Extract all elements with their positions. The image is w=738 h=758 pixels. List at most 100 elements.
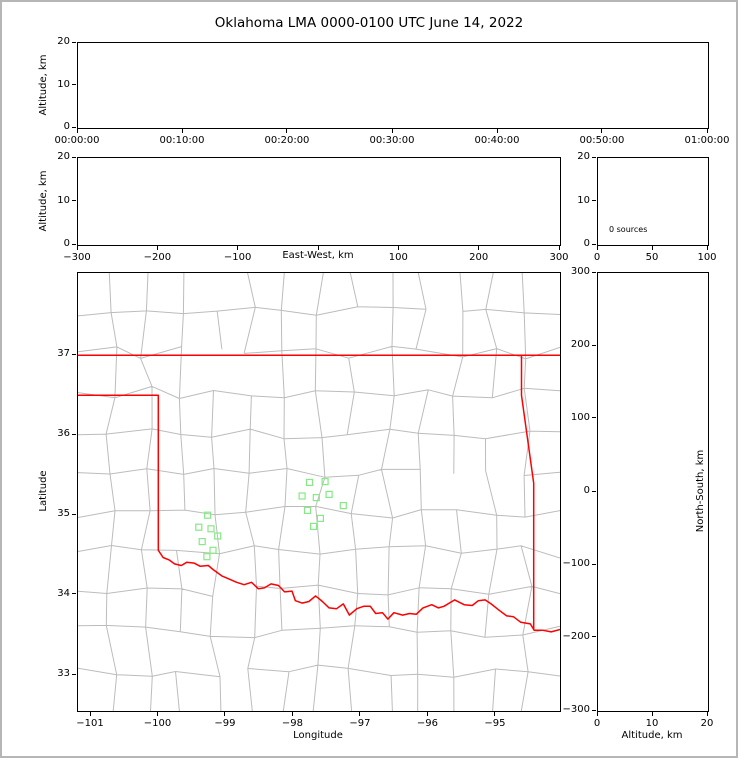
lma-station-marker (303, 506, 312, 514)
y-tick-label: 37 (57, 348, 70, 360)
x-tick-mark (496, 129, 498, 133)
lma-station-marker (214, 532, 222, 540)
lma-station-marker (339, 502, 347, 510)
map-ylabel: Latitude (38, 470, 49, 512)
y-tick-mark (592, 200, 596, 201)
x-tick-mark (706, 712, 708, 716)
y-tick-mark (592, 243, 596, 245)
y-tick-label: 34 (57, 587, 70, 599)
x-tick-mark (359, 712, 361, 716)
x-tick-mark (156, 246, 158, 250)
x-tick-mark (426, 712, 428, 716)
y-tick-mark (592, 271, 596, 273)
figure-title: Oklahoma LMA 0000-0100 UTC June 14, 2022 (214, 15, 524, 31)
y-tick-mark (72, 126, 76, 128)
y-tick-label: 300 (570, 266, 590, 277)
north-south-height-panel (597, 272, 709, 712)
x-tick-label: −97 (349, 718, 371, 729)
lma-station-marker (298, 492, 306, 500)
x-tick-mark (651, 712, 653, 716)
x-tick-label: 00:50:00 (579, 135, 625, 146)
lma-station-marker (203, 553, 211, 561)
y-tick-label: −200 (562, 630, 590, 642)
y-tick-label: 10 (577, 194, 590, 206)
x-tick-label: 100 (388, 252, 408, 263)
y-tick-mark (592, 636, 596, 638)
x-tick-label: 300 (549, 252, 569, 263)
lma-station-marker (195, 523, 203, 531)
east-west-height-panel (77, 157, 561, 246)
x-tick-mark (558, 246, 560, 250)
x-tick-label: −100 (223, 252, 252, 263)
y-tick-label: 20 (577, 151, 590, 162)
x-tick-label: −95 (484, 718, 506, 729)
y-tick-label: 0 (583, 238, 590, 249)
y-tick-mark (72, 673, 76, 675)
y-tick-mark (72, 513, 76, 515)
y-tick-mark (72, 433, 76, 435)
y-tick-label: 20 (57, 36, 70, 47)
x-tick-label: 00:00:00 (54, 135, 100, 146)
ew-height-xlabel: East-West, km (282, 250, 354, 261)
x-tick-label: −100 (143, 718, 172, 729)
x-tick-mark (76, 246, 78, 250)
x-tick-label: 0 (593, 718, 601, 729)
y-tick-mark (592, 417, 596, 419)
x-tick-mark (89, 712, 91, 716)
x-tick-mark (494, 712, 496, 716)
x-tick-mark (291, 712, 293, 716)
lma-station-marker (207, 525, 215, 533)
x-tick-label: 00:10:00 (159, 135, 205, 146)
y-tick-label: 10 (57, 194, 70, 206)
lma-station-marker (305, 478, 314, 486)
x-tick-label: 50 (645, 252, 659, 263)
lma-station-marker (316, 514, 324, 522)
lma-station-marker (198, 538, 206, 546)
plan-view-map-panel (77, 272, 561, 712)
x-tick-label: 0 (593, 252, 601, 263)
county-boundaries (78, 273, 560, 711)
x-tick-label: −200 (143, 252, 172, 263)
ns-height-ylabel: North-South, km (695, 449, 706, 533)
y-tick-mark (592, 490, 596, 492)
x-tick-label: −96 (416, 718, 438, 729)
x-tick-mark (156, 712, 158, 716)
x-tick-mark (391, 129, 393, 133)
x-tick-mark (706, 129, 708, 133)
y-tick-label: −300 (562, 704, 590, 715)
y-tick-mark (592, 344, 596, 346)
y-tick-label: 36 (57, 428, 70, 440)
ns-height-xlabel: Altitude, km (621, 730, 683, 741)
x-tick-label: 00:40:00 (474, 135, 520, 146)
x-tick-label: 01:00:00 (684, 135, 730, 146)
x-tick-mark (181, 129, 183, 133)
lma-station-marker (310, 522, 318, 530)
y-tick-mark (592, 563, 596, 565)
x-tick-label: 20 (700, 718, 714, 729)
altitude-histogram-panel: 0 sources (597, 157, 709, 246)
y-tick-mark (72, 41, 76, 43)
map-xlabel: Longitude (293, 730, 343, 741)
time-height-panel (77, 42, 709, 129)
x-tick-label: 200 (469, 252, 489, 263)
x-tick-mark (596, 712, 598, 716)
x-tick-mark (76, 129, 78, 133)
x-tick-mark (317, 246, 319, 250)
oklahoma-map-canvas (78, 273, 560, 711)
lma-station-marker (312, 494, 320, 502)
y-tick-label: 33 (57, 668, 70, 680)
lma-station-marker (203, 511, 212, 519)
y-tick-mark (72, 84, 76, 85)
x-tick-mark (286, 129, 288, 133)
source-count-label: 0 sources (609, 225, 648, 234)
x-tick-mark (706, 246, 708, 250)
y-tick-label: 35 (57, 508, 70, 520)
y-tick-label: 10 (57, 78, 70, 90)
y-tick-mark (72, 200, 76, 201)
x-tick-mark (651, 246, 653, 250)
x-tick-mark (478, 246, 480, 250)
x-tick-label: −101 (76, 718, 104, 729)
x-tick-label: 100 (697, 252, 717, 263)
x-tick-mark (596, 246, 598, 250)
x-tick-mark (397, 246, 399, 250)
